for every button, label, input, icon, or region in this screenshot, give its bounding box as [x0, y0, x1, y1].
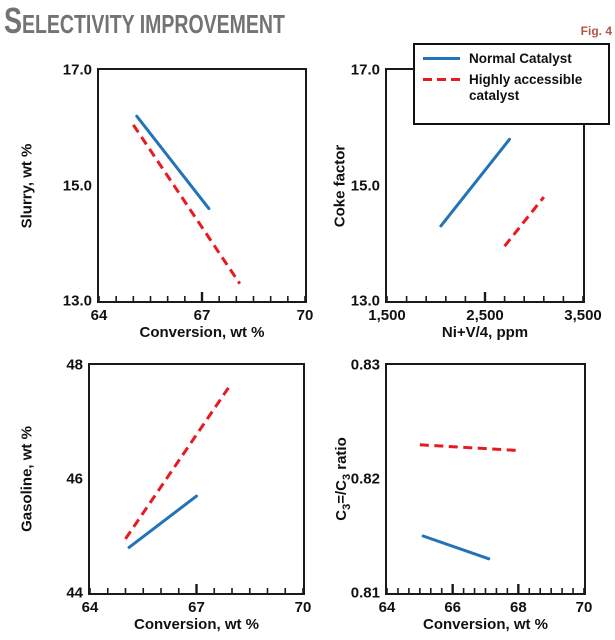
y-tick-label: 0.81: [350, 584, 380, 602]
y-tick-label: 15.0: [350, 176, 380, 194]
y-tick-label: 13.0: [350, 292, 380, 310]
chart-c3-ratio-vs-conversion: C3=/C3 ratio 0.83 0.82 0.81 64 66 68 70 Conve…: [333, 356, 592, 633]
series-line-accessible-catalyst: [419, 443, 519, 452]
x-tick-label: 1,500: [368, 307, 406, 324]
series-line-normal-catalyst: [135, 114, 211, 211]
solid-line-swatch-icon: [423, 57, 460, 60]
x-tick-label: 70: [575, 599, 593, 616]
x-axis-title: Conversion, wt %: [139, 324, 265, 341]
legend-label: Highly accessible catalyst: [469, 71, 583, 103]
series-line-normal-catalyst: [127, 494, 198, 549]
y-tick-label: 13.0: [62, 292, 92, 310]
y-tick-label: 48: [66, 356, 83, 374]
plot-area: [97, 68, 307, 303]
chart-legend: Normal Catalyst Highly accessible cataly…: [413, 43, 610, 125]
plot-border: [88, 363, 305, 595]
x-tick-label: 66: [444, 599, 461, 616]
x-tick-label: 2,500: [466, 307, 504, 324]
y-tick-label: 15.0: [62, 176, 92, 194]
x-tick-label: 70: [296, 307, 314, 324]
x-tick-label: 67: [193, 307, 211, 324]
x-tick-labels: 64 67 70: [91, 307, 314, 324]
x-tick-label: 64: [81, 599, 99, 616]
plot-border: [97, 68, 307, 303]
x-tick-label: 68: [509, 599, 527, 616]
plot-area: [385, 363, 586, 595]
x-tick-label: 3,500: [564, 307, 602, 324]
legend-item-normal-catalyst: Normal Catalyst: [423, 51, 600, 67]
chart-coke-factor-vs-metals: Coke factor 17.0 15.0 13.0 1,500 2,500 3,500…: [332, 61, 602, 341]
x-axis-title: Conversion, wt %: [422, 616, 549, 633]
x-tick-label: 64: [378, 599, 396, 616]
series-line-accessible-catalyst: [124, 386, 230, 540]
plot-area: [88, 363, 305, 595]
x-tick-labels: 1,500 2,500 3,500: [368, 307, 602, 324]
y-tick-labels: 48 46 44: [35, 356, 83, 601]
y-tick-label: 17.0: [62, 61, 92, 79]
x-tick-labels: 64 67 70: [82, 599, 312, 616]
series-line-accessible-catalyst: [132, 124, 242, 285]
y-tick-label: 46: [66, 470, 83, 488]
x-tick-labels: 64 66 68 70: [379, 599, 593, 616]
y-tick-label: 17.0: [350, 61, 380, 79]
x-tick-label: 70: [294, 599, 312, 616]
x-tick-label: 64: [90, 307, 108, 324]
y-tick-label: 0.83: [350, 356, 380, 374]
legend-item-accessible-catalyst: Highly accessible catalyst: [423, 72, 600, 104]
chart-slurry-vs-conversion: Slurry, wt % 17.0 15.0 13.0 64 67 70 Convers…: [19, 61, 314, 341]
plot-border: [385, 363, 586, 595]
x-tick-label: 67: [188, 599, 205, 616]
series-line-accessible-catalyst: [503, 196, 545, 248]
y-tick-label: 44: [66, 584, 83, 602]
y-axis-title: Gasoline, wt %: [18, 426, 36, 532]
legend-label: Normal Catalyst: [469, 51, 572, 66]
y-tick-labels: 17.0 15.0 13.0: [44, 61, 92, 309]
page-title-rest: ELECTIVITY IMPROVEMENT: [22, 9, 285, 39]
y-axis-title: Slurry, wt %: [18, 143, 36, 228]
y-tick-label: 0.82: [350, 470, 380, 488]
series-line-normal-catalyst: [439, 137, 511, 228]
figure-number-label: Fig. 4: [580, 24, 612, 38]
y-tick-labels: 0.83 0.82 0.81: [332, 356, 380, 601]
page-title-initial: S: [4, 0, 23, 41]
y-tick-labels: 17.0 15.0 13.0: [332, 61, 380, 309]
chart-gasoline-vs-conversion: Gasoline, wt % 48 46 44 64 67 70 Conversion,…: [19, 356, 312, 633]
series-line-normal-catalyst: [421, 534, 491, 561]
dashed-line-swatch-icon: [423, 77, 460, 81]
x-axis-title: Ni+V/4, ppm: [441, 324, 529, 341]
x-axis-title: Conversion, wt %: [133, 616, 260, 633]
page-title: SELECTIVITY IMPROVEMENT: [4, 3, 285, 46]
